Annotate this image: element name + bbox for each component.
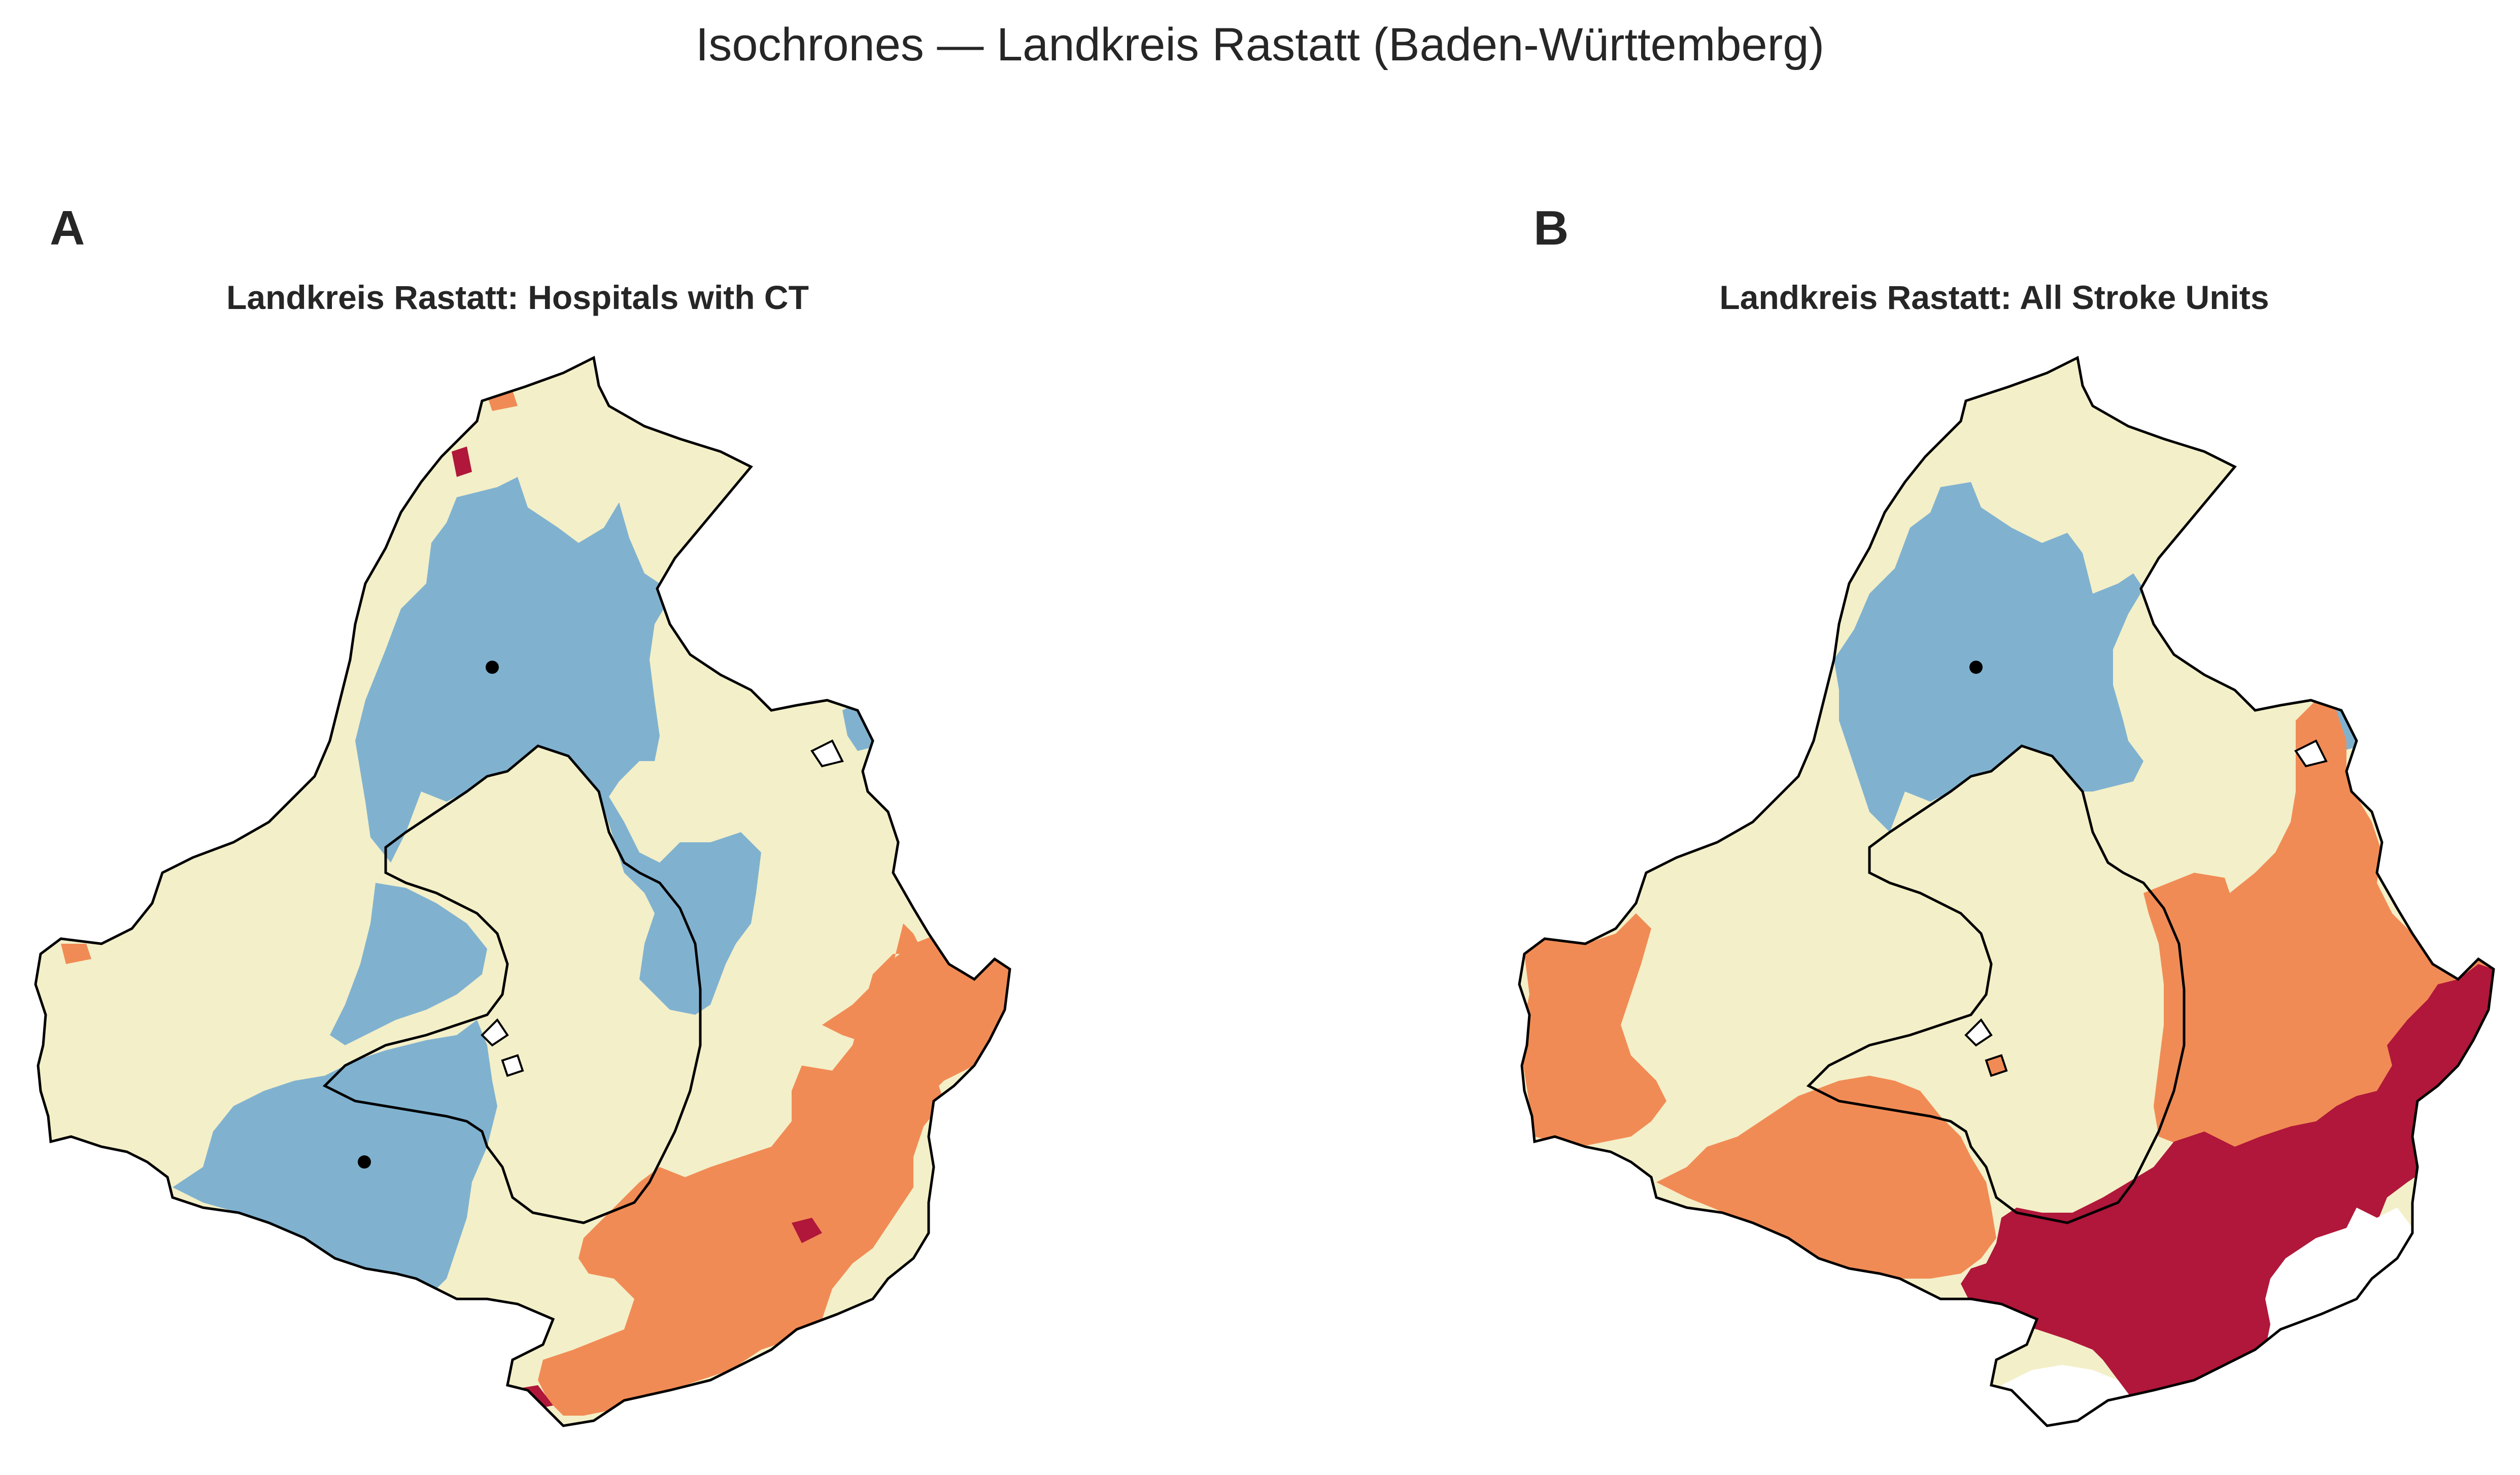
figure-title: Isochrones — Landkreis Rastatt (Baden-Wü…	[695, 19, 1825, 71]
panel-b-letter: B	[1534, 201, 1569, 255]
band-3-area-south	[1656, 1076, 1996, 1279]
panel-a-letter: A	[50, 201, 85, 255]
band-2-area	[36, 358, 1010, 1426]
band-4-area-main	[1961, 964, 2494, 1411]
band-4-area-1	[792, 1218, 822, 1243]
panel-a-lake-3	[810, 739, 844, 768]
band-1-area-north	[355, 477, 761, 1015]
panel-a-map	[0, 304, 1066, 1471]
panel-a-lake-2	[501, 1054, 524, 1077]
band-1-area-corridor	[330, 883, 487, 1045]
panel-a-title: Landkreis Rastatt: Hospitals with CT	[226, 279, 809, 316]
panel-b-title: Landkreis Rastatt: All Stroke Units	[1719, 279, 2269, 316]
panel-b-facility-marker-1	[1969, 661, 1983, 674]
band-3-area-west	[1519, 913, 1666, 1147]
panel-a-facility-marker-2	[358, 1155, 371, 1169]
band-3-area-east	[822, 934, 1010, 1101]
panel-b-lake-3	[2294, 739, 2328, 768]
band-3-area-nw	[1935, 401, 1948, 424]
band-1-area-south	[173, 1020, 497, 1299]
panel-a-facility-marker-1	[486, 661, 499, 674]
panel-b-lake-2	[1985, 1054, 2008, 1077]
band-1-area-north	[1834, 482, 2143, 832]
band-3-area-w	[61, 944, 91, 964]
panel-a-lake-1	[481, 1018, 509, 1047]
band-4-area-3	[452, 447, 472, 477]
panel-b-map	[1484, 304, 2520, 1471]
panel-b-lake-1	[1964, 1018, 1993, 1047]
